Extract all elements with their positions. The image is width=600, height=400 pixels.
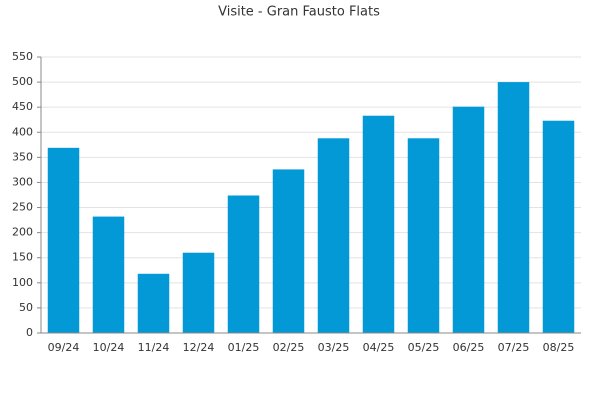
bar <box>497 82 530 333</box>
y-tick-label: 350 <box>12 150 33 163</box>
y-tick-label: 50 <box>19 301 33 314</box>
x-tick-label: 05/25 <box>408 341 440 354</box>
x-tick-label: 12/24 <box>183 341 215 354</box>
x-tick-label: 11/24 <box>138 341 170 354</box>
bar <box>92 216 125 333</box>
y-tick-label: 150 <box>12 251 33 264</box>
y-tick-label: 200 <box>12 226 33 239</box>
bar <box>317 138 350 333</box>
x-tick-label: 08/25 <box>543 341 575 354</box>
y-tick-label: 450 <box>12 100 33 113</box>
bar <box>362 115 395 333</box>
x-tick-label: 06/25 <box>453 341 485 354</box>
bar <box>227 195 260 333</box>
x-tick-label: 09/24 <box>48 341 80 354</box>
bar <box>407 138 440 333</box>
bar <box>542 120 575 333</box>
y-tick-label: 400 <box>12 125 33 138</box>
chart-title: Visite - Gran Fausto Flats <box>218 5 380 20</box>
y-tick-label: 500 <box>12 75 33 88</box>
x-tick-label: 02/25 <box>273 341 305 354</box>
y-tick-label: 550 <box>12 50 33 63</box>
y-tick-label: 250 <box>12 201 33 214</box>
y-tick-label: 0 <box>26 326 33 339</box>
bar <box>137 273 170 333</box>
bar <box>452 106 485 334</box>
x-tick-label: 07/25 <box>498 341 530 354</box>
x-tick-label: 10/24 <box>93 341 125 354</box>
bar <box>47 147 80 333</box>
y-tick-label: 300 <box>12 175 33 188</box>
bar <box>272 169 305 333</box>
x-tick-label: 04/25 <box>363 341 395 354</box>
bar <box>182 252 215 333</box>
x-tick-label: 03/25 <box>318 341 350 354</box>
x-tick-label: 01/25 <box>228 341 260 354</box>
y-tick-label: 100 <box>12 276 33 289</box>
